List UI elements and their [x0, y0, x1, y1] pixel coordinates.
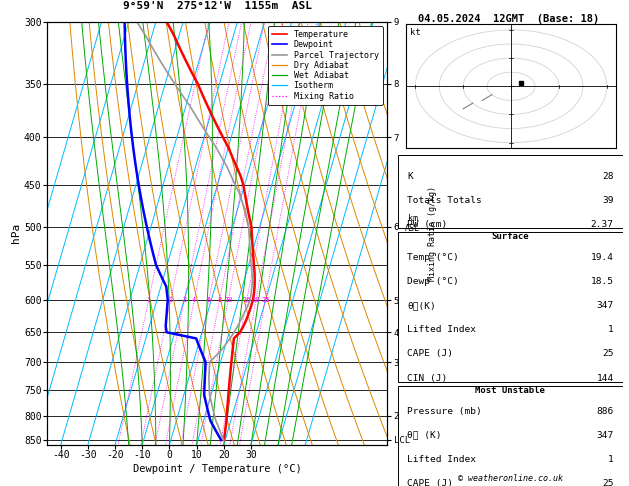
Text: K: K: [407, 172, 413, 181]
Bar: [398, 155, 623, 228]
Text: CIN (J): CIN (J): [407, 374, 447, 382]
Text: 9°59'N  275°12'W  1155m  ASL: 9°59'N 275°12'W 1155m ASL: [123, 1, 311, 11]
Text: 25: 25: [602, 349, 614, 359]
Text: kt: kt: [410, 28, 421, 37]
Text: 28: 28: [602, 172, 614, 181]
Text: 18.5: 18.5: [591, 277, 614, 286]
Text: 886: 886: [596, 407, 614, 416]
Text: CAPE (J): CAPE (J): [407, 479, 453, 486]
Text: 25: 25: [602, 479, 614, 486]
X-axis label: Dewpoint / Temperature (°C): Dewpoint / Temperature (°C): [133, 465, 301, 474]
Text: 10: 10: [224, 297, 232, 303]
Text: 1: 1: [147, 297, 151, 303]
Text: 4: 4: [192, 297, 196, 303]
Text: Temp (°C): Temp (°C): [407, 253, 459, 262]
Text: Totals Totals: Totals Totals: [407, 196, 482, 205]
Text: CAPE (J): CAPE (J): [407, 349, 453, 359]
Bar: [398, 232, 623, 382]
Text: θᴇ(K): θᴇ(K): [407, 301, 436, 310]
Text: 1: 1: [608, 455, 614, 464]
Text: Surface: Surface: [492, 232, 529, 242]
Text: Pressure (mb): Pressure (mb): [407, 407, 482, 416]
Text: Lifted Index: Lifted Index: [407, 325, 476, 334]
Text: 16: 16: [243, 297, 251, 303]
Text: 19.4: 19.4: [591, 253, 614, 262]
Y-axis label: km
ASL: km ASL: [405, 214, 420, 233]
Text: © weatheronline.co.uk: © weatheronline.co.uk: [458, 474, 563, 483]
Text: Most Unstable: Most Unstable: [476, 386, 545, 395]
Text: 8: 8: [218, 297, 222, 303]
Text: 25: 25: [261, 297, 269, 303]
Text: 3: 3: [182, 297, 186, 303]
Text: 6: 6: [207, 297, 211, 303]
Text: 347: 347: [596, 301, 614, 310]
Text: 39: 39: [602, 196, 614, 205]
Text: Mixing Ratio (g/kg): Mixing Ratio (g/kg): [428, 186, 437, 281]
Text: 04.05.2024  12GMT  (Base: 18): 04.05.2024 12GMT (Base: 18): [418, 14, 599, 24]
Text: Dewp (°C): Dewp (°C): [407, 277, 459, 286]
Bar: [398, 386, 623, 486]
Text: θᴇ (K): θᴇ (K): [407, 431, 442, 440]
Text: 144: 144: [596, 374, 614, 382]
Text: 347: 347: [596, 431, 614, 440]
Text: 1: 1: [608, 325, 614, 334]
Text: 20: 20: [252, 297, 260, 303]
Text: PW (cm): PW (cm): [407, 220, 447, 229]
Text: Lifted Index: Lifted Index: [407, 455, 476, 464]
Legend: Temperature, Dewpoint, Parcel Trajectory, Dry Adiabat, Wet Adiabat, Isotherm, Mi: Temperature, Dewpoint, Parcel Trajectory…: [268, 26, 382, 105]
Text: 2: 2: [169, 297, 173, 303]
Text: 2.37: 2.37: [591, 220, 614, 229]
Y-axis label: hPa: hPa: [11, 223, 21, 243]
